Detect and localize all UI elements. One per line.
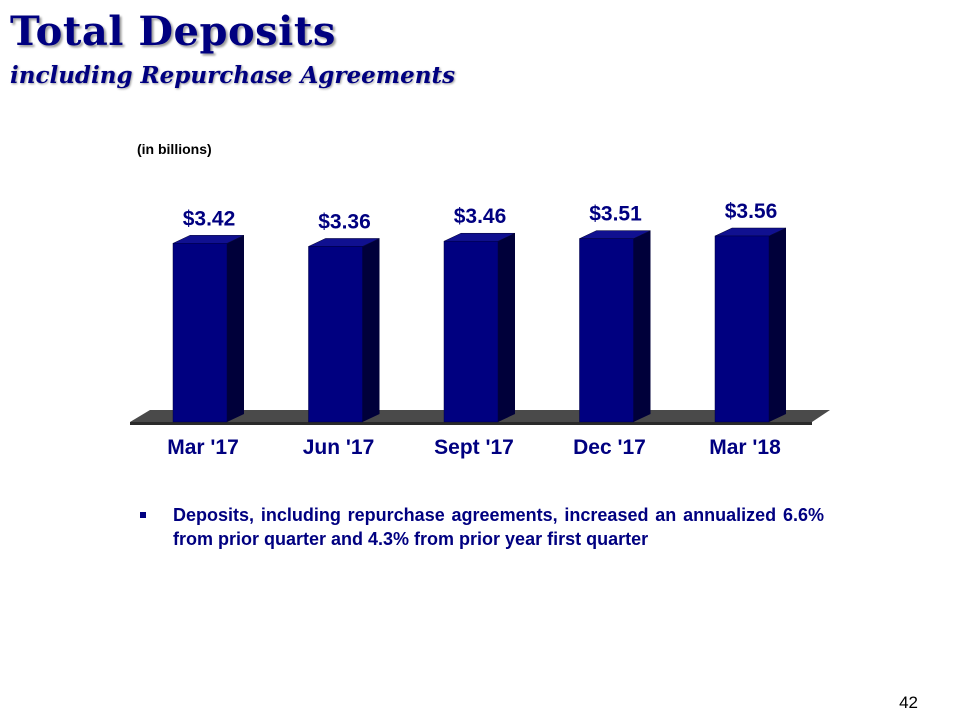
bar bbox=[308, 238, 380, 423]
data-label: $3.46 bbox=[454, 205, 507, 228]
bar-front bbox=[579, 238, 634, 423]
x-tick-label: Dec '17 bbox=[573, 436, 646, 459]
slide-subtitle: including Repurchase Agreements bbox=[10, 62, 456, 89]
bullet-point: Deposits, including repurchase agreement… bbox=[136, 503, 824, 551]
x-tick-label: Sept '17 bbox=[434, 436, 514, 459]
bullet-text: Deposits, including repurchase agreement… bbox=[173, 505, 824, 549]
x-tick-label: Mar '17 bbox=[167, 436, 239, 459]
bar-series bbox=[172, 227, 787, 423]
data-labels: $3.42 $3.36 $3.46 $3.51 $3.56 bbox=[183, 200, 778, 233]
deposits-bar-chart: $3.42 $3.36 $3.46 $3.51 $3.56 Mar '17 Jun '17… bbox=[130, 200, 830, 459]
bar-front bbox=[443, 240, 499, 423]
page-number: 42 bbox=[899, 693, 918, 712]
bullet-square-icon bbox=[140, 512, 146, 518]
units-note: (in billions) bbox=[137, 141, 212, 157]
bar-front bbox=[714, 235, 770, 423]
x-axis-tick-labels: Mar '17 Jun '17 Sept '17 Dec '17 Mar '18 bbox=[167, 436, 781, 459]
bar-side bbox=[227, 235, 244, 422]
bar-side bbox=[633, 230, 651, 422]
bar bbox=[443, 232, 516, 423]
slide-title: Total Deposits bbox=[10, 8, 336, 55]
bar bbox=[172, 235, 245, 423]
data-label: $3.51 bbox=[589, 203, 642, 226]
bar-front bbox=[172, 243, 228, 423]
bar bbox=[714, 227, 787, 423]
data-label: $3.56 bbox=[725, 200, 778, 223]
data-label: $3.42 bbox=[183, 207, 236, 230]
bar-side bbox=[769, 228, 786, 422]
data-label: $3.36 bbox=[318, 210, 371, 233]
floor-edge bbox=[130, 422, 812, 425]
bar-side bbox=[362, 238, 380, 422]
x-tick-label: Jun '17 bbox=[303, 436, 375, 459]
bar bbox=[579, 230, 651, 423]
bar-side bbox=[498, 233, 515, 422]
x-tick-label: Mar '18 bbox=[709, 436, 781, 459]
bar-front bbox=[308, 246, 363, 423]
